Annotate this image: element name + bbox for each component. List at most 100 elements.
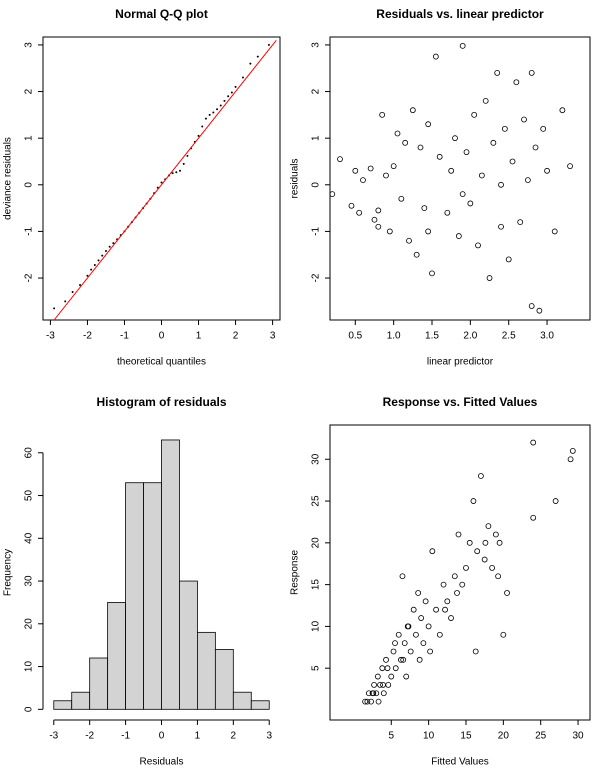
point [93, 263, 96, 266]
point [390, 648, 397, 655]
point [505, 256, 512, 263]
x-tick-label: 1 [195, 731, 201, 742]
x-tick-label: -1 [120, 331, 129, 342]
panel: Histogram of residuals Residuals Frequency… [3, 395, 273, 767]
bar [53, 700, 73, 710]
point [64, 300, 67, 303]
point [97, 259, 100, 262]
x-tick-label: 30 [572, 731, 584, 742]
point [467, 200, 474, 207]
point [521, 116, 527, 123]
point [219, 104, 222, 107]
chart-title: Response vs. Fitted Values [383, 395, 538, 409]
point [370, 690, 377, 697]
point [216, 108, 219, 111]
x-tick-label: 10 [423, 731, 435, 742]
y-tick-label: 0 [24, 182, 35, 188]
point [386, 228, 393, 235]
x-axis-label: linear predictor [427, 357, 494, 368]
point [509, 158, 516, 165]
y-tick-label: 3 [24, 42, 35, 48]
point [436, 153, 443, 160]
x-tick-label: 2.0 [463, 331, 477, 342]
point [104, 249, 107, 252]
point [108, 245, 111, 248]
x-tick-label: 3.0 [540, 331, 554, 342]
point [486, 275, 493, 281]
panel: Response vs. Fitted Values Fitted Values R… [290, 395, 591, 768]
point [444, 598, 451, 605]
x-axis-label: Fitted Values [431, 757, 489, 768]
point [380, 682, 386, 688]
point [398, 195, 405, 202]
point [399, 573, 406, 580]
y-tick-label: 20 [311, 537, 322, 549]
point [186, 154, 189, 157]
x-tick-label: 20 [498, 731, 510, 742]
point [392, 640, 398, 647]
point [348, 202, 355, 209]
point [470, 498, 477, 504]
plot-frame [329, 424, 591, 721]
y-tick-label: 1 [311, 135, 322, 141]
point [495, 573, 502, 580]
point [383, 172, 389, 179]
point [455, 531, 462, 538]
y-tick-label: 60 [24, 447, 35, 459]
point [459, 42, 466, 49]
point [410, 606, 417, 613]
point [71, 291, 74, 294]
point [448, 167, 455, 174]
point [544, 167, 550, 174]
point [524, 177, 531, 184]
point [459, 581, 466, 588]
point [536, 307, 543, 314]
point [472, 648, 479, 655]
point [384, 665, 391, 672]
y-tick-label: -2 [24, 273, 35, 282]
bar [179, 580, 198, 710]
y-tick-label: 2 [311, 88, 322, 94]
point [395, 631, 402, 638]
bar [214, 649, 234, 710]
point [337, 156, 343, 163]
y-tick-label: 5 [311, 665, 322, 671]
y-tick-label: -2 [311, 273, 322, 282]
x-tick-label: 0 [159, 331, 165, 342]
y-tick-label: 50 [24, 490, 35, 502]
point [455, 233, 462, 239]
point [388, 673, 395, 680]
point [471, 111, 478, 118]
point [540, 125, 547, 132]
y-tick-label: 20 [24, 618, 35, 630]
y-tick-label: 25 [311, 495, 322, 507]
y-axis-label: Frequency [3, 549, 14, 596]
panel: Residuals vs. linear predictor linear pre… [290, 7, 591, 368]
point [227, 95, 230, 98]
point [496, 539, 503, 546]
chart-title: Histogram of residuals [96, 395, 226, 409]
x-tick-label: 1 [196, 331, 202, 342]
panel: Normal Q-Q plot theoretical quantiles devi… [3, 7, 281, 368]
point [440, 581, 447, 588]
point [380, 690, 387, 697]
x-tick-label: 5 [388, 731, 394, 742]
bar [125, 482, 144, 710]
point [459, 191, 466, 198]
point [398, 656, 404, 663]
point [407, 648, 414, 655]
point [513, 79, 520, 86]
point [373, 690, 380, 697]
point [492, 531, 499, 538]
point [478, 172, 485, 179]
point [377, 682, 383, 688]
point [234, 85, 237, 88]
point [385, 682, 392, 688]
point [530, 439, 537, 446]
y-axis-label: deviance residuals [3, 137, 14, 220]
point [197, 134, 200, 137]
y-tick-label: 15 [311, 579, 322, 591]
point [429, 270, 435, 277]
x-tick-label: 3 [270, 331, 276, 342]
